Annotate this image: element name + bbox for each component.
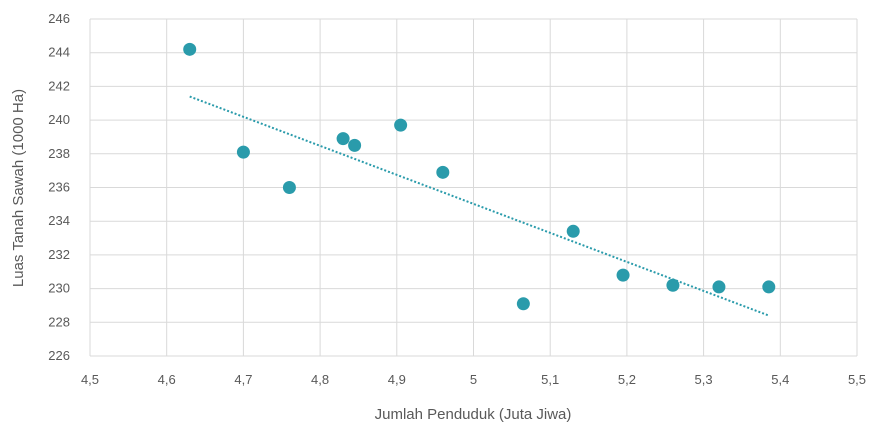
y-tick-label: 246 [48, 11, 70, 26]
x-tick-label: 4,6 [158, 372, 176, 387]
y-tick-label: 232 [48, 247, 70, 262]
data-point [236, 145, 250, 159]
trendline-layer [189, 95, 770, 317]
grid-lines [89, 18, 858, 357]
x-tick-label: 5 [470, 372, 477, 387]
x-tick-label: 4,5 [81, 372, 99, 387]
x-tick-label: 5,4 [771, 372, 789, 387]
y-tick-labels: 226 228 230 232 234 236 238 240 242 244 246 [48, 11, 70, 363]
data-point [566, 224, 580, 238]
x-tick-label: 4,9 [388, 372, 406, 387]
data-points [183, 42, 776, 311]
x-tick-label: 4,7 [234, 372, 252, 387]
y-axis-label: Luas Tanah Sawah (1000 Ha) [10, 89, 27, 287]
x-tick-label: 5,5 [848, 372, 866, 387]
data-point [348, 138, 362, 152]
y-tick-label: 236 [48, 180, 70, 195]
y-tick-label: 244 [48, 45, 70, 60]
x-axis-label: Jumlah Penduduk (Juta Jiwa) [375, 406, 572, 423]
data-point [616, 268, 630, 282]
x-tick-label: 5,1 [541, 372, 559, 387]
data-point [282, 181, 296, 194]
x-tick-label: 4,8 [311, 372, 329, 387]
y-tick-label: 228 [48, 314, 70, 329]
y-tick-label: 240 [48, 112, 70, 127]
data-point [762, 280, 776, 294]
data-point [666, 278, 680, 292]
data-point [436, 165, 450, 179]
data-point [183, 42, 197, 56]
x-tick-label: 5,3 [695, 372, 713, 387]
trendline [189, 95, 770, 317]
data-point [394, 118, 408, 132]
data-point [336, 132, 350, 146]
x-tick-label: 5,2 [618, 372, 636, 387]
y-tick-label: 226 [48, 348, 70, 363]
y-tick-label: 242 [48, 78, 70, 93]
y-tick-label: 230 [48, 281, 70, 296]
x-tick-labels: 4,5 4,6 4,7 4,8 4,9 5 5,1 5,2 5,3 5,4 5,5 [81, 372, 866, 387]
data-point [516, 297, 530, 311]
y-tick-label: 234 [48, 213, 70, 228]
data-point [712, 280, 726, 294]
y-tick-label: 238 [48, 146, 70, 161]
